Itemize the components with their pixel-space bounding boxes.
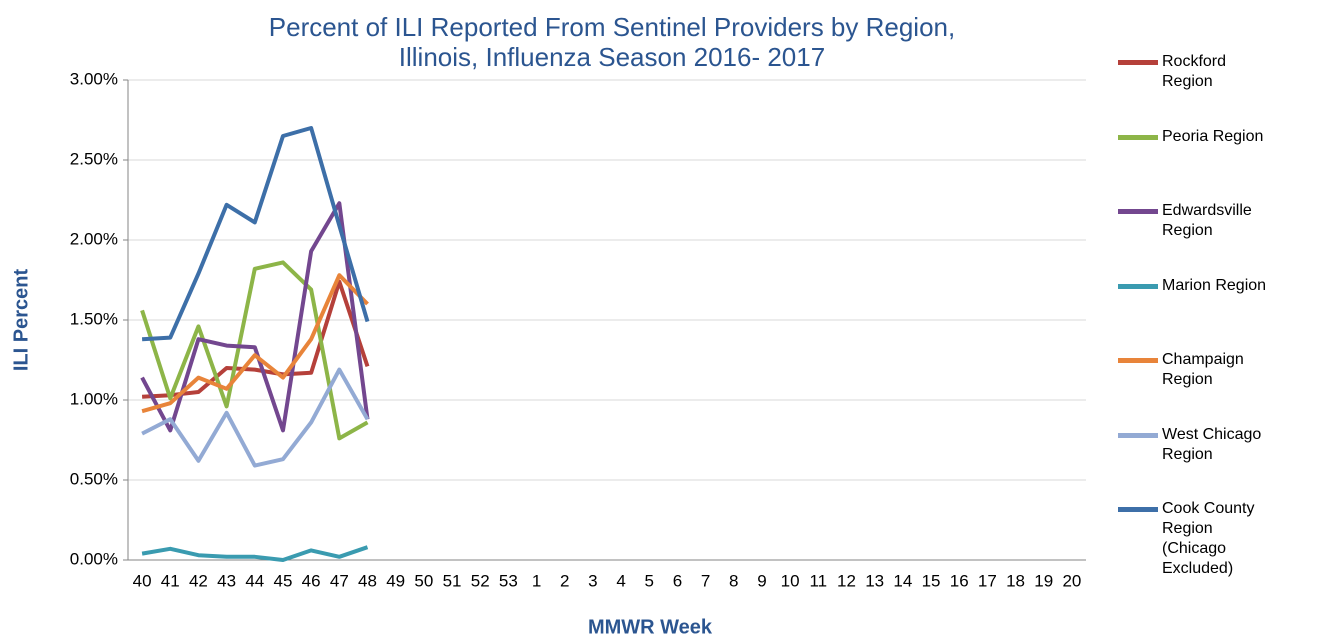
- x-tick-label: 17: [978, 571, 997, 590]
- x-tick-label: 14: [893, 571, 912, 590]
- legend-label: Champaign Region: [1162, 351, 1244, 388]
- legend-label: Marion Region: [1162, 276, 1267, 294]
- x-tick-label: 48: [358, 571, 377, 590]
- legend-swatch: [1118, 283, 1158, 289]
- x-tick-label: 8: [729, 571, 738, 590]
- legend-item: Cook County Region (Chicago Excluded): [1118, 499, 1318, 579]
- y-axis-label: ILI Percent: [10, 269, 32, 372]
- legend-item: Marion Region: [1118, 276, 1318, 296]
- y-tick-label: 1.50%: [70, 309, 118, 328]
- legend-item: Rockford Region: [1118, 52, 1318, 92]
- y-tick-label: 2.50%: [70, 149, 118, 168]
- x-tick-label: 5: [645, 571, 654, 590]
- x-tick-label: 47: [330, 571, 349, 590]
- x-tick-label: 15: [922, 571, 941, 590]
- legend-item: Peoria Region: [1118, 127, 1318, 147]
- x-tick-label: 1: [532, 571, 541, 590]
- legend-item: Edwardsville Region: [1118, 201, 1318, 241]
- legend-item: West Chicago Region: [1118, 425, 1318, 465]
- legend-label: Rockford Region: [1162, 53, 1227, 90]
- legend-swatch: [1118, 134, 1158, 140]
- legend-swatch: [1118, 209, 1158, 214]
- x-tick-label: 46: [302, 571, 321, 590]
- legend-swatch: [1118, 432, 1158, 438]
- x-tick-label: 7: [701, 571, 710, 590]
- series-line: [140, 201, 370, 433]
- y-tick-label: 1.00%: [70, 389, 118, 408]
- legend-label: West Chicago Region: [1162, 425, 1262, 463]
- x-tick-label: 49: [386, 571, 405, 590]
- x-tick-label: 52: [471, 571, 490, 590]
- y-tick-label: 3.00%: [70, 69, 118, 88]
- x-tick-label: 6: [673, 571, 682, 590]
- x-tick-label: 51: [443, 571, 462, 590]
- legend-swatch: [1118, 358, 1158, 363]
- y-tick-label: 0.00%: [70, 549, 118, 568]
- x-tick-label: 9: [757, 571, 766, 590]
- series-line: [141, 273, 369, 414]
- legend-item: Champaign Region: [1118, 350, 1318, 390]
- x-tick-label: 53: [499, 571, 518, 590]
- x-tick-label: 2: [560, 571, 569, 590]
- legend-label: Cook County Region (Chicago Excluded): [1162, 500, 1255, 577]
- x-tick-label: 12: [837, 571, 856, 590]
- x-tick-label: 20: [1062, 571, 1081, 590]
- x-tick-label: 11: [809, 571, 827, 590]
- x-tick-label: 10: [781, 571, 800, 590]
- y-tick-label: 2.00%: [70, 229, 118, 248]
- legend-swatch: [1118, 507, 1158, 512]
- x-tick-label: 18: [1006, 571, 1025, 590]
- x-tick-label: 3: [588, 571, 597, 590]
- series-line: [141, 545, 369, 562]
- x-tick-label: 40: [133, 571, 152, 590]
- x-tick-label: 43: [217, 571, 236, 590]
- legend-swatch: [1118, 60, 1158, 65]
- chart-title: Percent of ILI Reported From Sentinel Pr…: [268, 12, 956, 72]
- x-tick-label: 16: [950, 571, 969, 590]
- legend-label: Edwardsville Region: [1162, 202, 1252, 239]
- x-tick-label: 13: [865, 571, 884, 590]
- x-tick-label: 42: [189, 571, 208, 590]
- x-tick-label: 50: [414, 571, 433, 590]
- x-axis-label: MMWR Week: [588, 616, 713, 638]
- x-tick-label: 41: [161, 571, 180, 590]
- series-line: [141, 126, 370, 342]
- x-tick-label: 19: [1034, 571, 1053, 590]
- y-tick-label: 0.50%: [70, 469, 118, 488]
- x-tick-label: 4: [616, 571, 625, 590]
- legend-label: Peoria Region: [1162, 127, 1264, 145]
- series-line: [141, 367, 370, 468]
- x-tick-label: 44: [245, 571, 264, 590]
- x-tick-label: 45: [274, 571, 293, 590]
